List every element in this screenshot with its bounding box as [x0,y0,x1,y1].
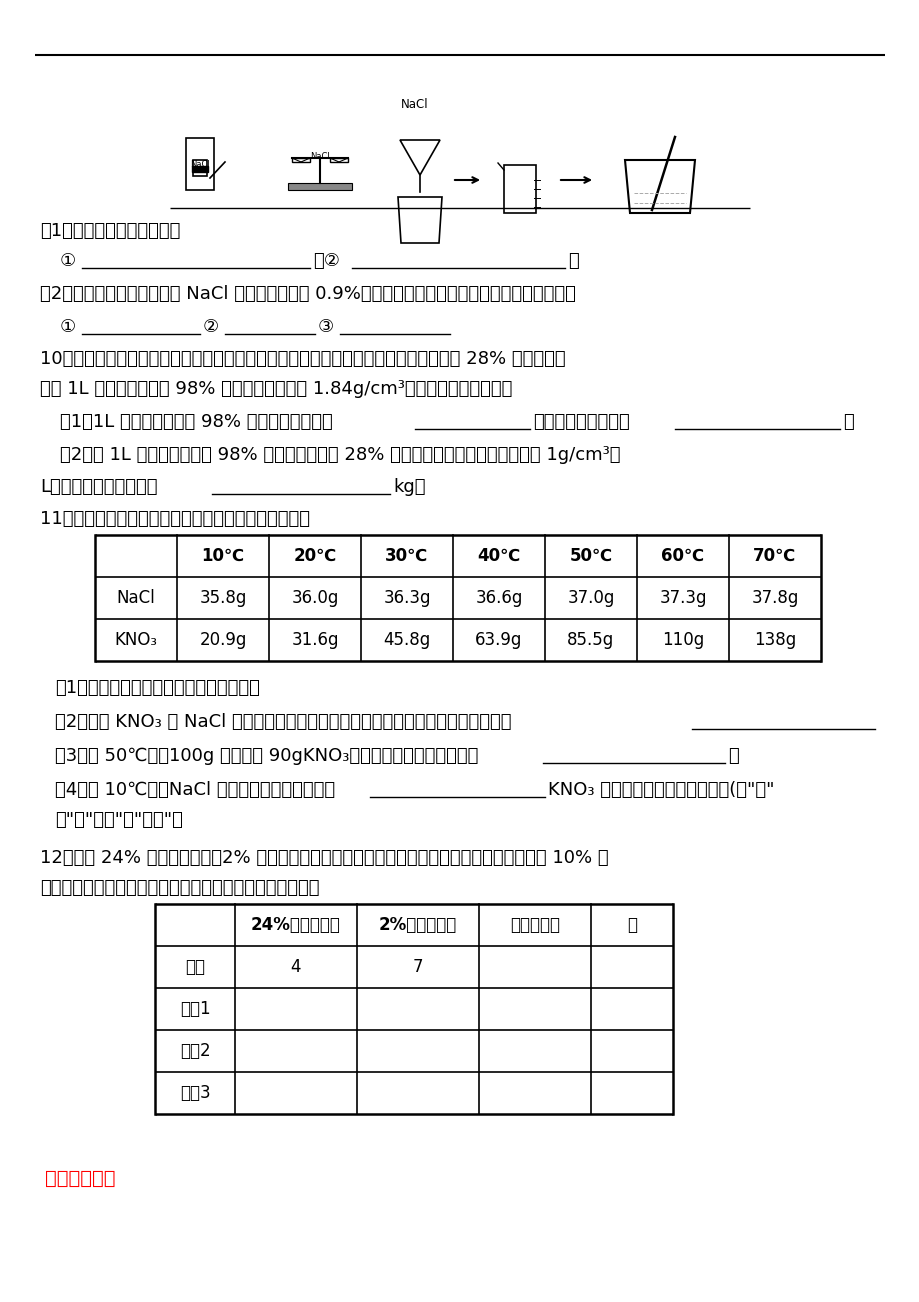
Text: 12、现有 24% 的硝酸钾溶液、2% 的硝酸钾溶液、硝酸钾固体和水。请选用上述不同的物质配制 10% 的: 12、现有 24% 的硝酸钾溶液、2% 的硝酸钾溶液、硝酸钾固体和水。请选用上述… [40,849,608,867]
Text: 于"、"等于"或"小于"）: 于"、"等于"或"小于"） [55,811,183,829]
Text: 37.0g: 37.0g [567,589,614,607]
Text: （1）1L 溶质质量分数为 98% 的浓硫酸的质量为: （1）1L 溶质质量分数为 98% 的浓硫酸的质量为 [60,413,333,431]
Text: 【参考答案】: 【参考答案】 [45,1169,116,1187]
Bar [504,165,536,214]
Text: ；②: ；② [312,253,339,270]
Text: 31.6g: 31.6g [291,631,338,648]
Text: 30℃: 30℃ [385,547,428,565]
Text: 37.8g: 37.8g [751,589,798,607]
Text: 63.9g: 63.9g [475,631,522,648]
Text: 10℃: 10℃ [201,547,244,565]
Text: 4: 4 [290,958,301,976]
Text: 20.9g: 20.9g [199,631,246,648]
Text: KNO₃: KNO₃ [114,631,157,648]
Text: 50℃: 50℃ [569,547,612,565]
Text: （4）在 10℃时，NaCl 饱和溶液溶质的质量分数: （4）在 10℃时，NaCl 饱和溶液溶质的质量分数 [55,781,335,799]
Text: 示例: 示例 [185,958,205,976]
Text: 20℃: 20℃ [293,547,336,565]
Text: 36.3g: 36.3g [383,589,430,607]
Text: kg。: kg。 [392,478,425,496]
Text: 方案1: 方案1 [179,1000,210,1018]
Text: 现用 1L 溶质质量分数为 98% 的浓硫酸（密度为 1.84g/cm³）配制该稀硫酸。问：: 现用 1L 溶质质量分数为 98% 的浓硫酸（密度为 1.84g/cm³）配制该… [40,380,512,398]
Text: 40℃: 40℃ [477,547,520,565]
Text: 硝酸钾溶液，将用量的最简整数比填入下表中相应的位置。: 硝酸钾溶液，将用量的最简整数比填入下表中相应的位置。 [40,879,319,897]
Text: （3）在 50℃时，100g 水中加入 90gKNO₃，充分搅拌所得溶液质量为: （3）在 50℃时，100g 水中加入 90gKNO₃，充分搅拌所得溶液质量为 [55,747,478,766]
Text: ③: ③ [318,318,334,336]
Text: （1）通过分析上表数据，你有哪些发现？: （1）通过分析上表数据，你有哪些发现？ [55,680,259,697]
Bar [288,184,352,190]
Text: 。: 。 [567,253,578,270]
Text: 35.8g: 35.8g [199,589,246,607]
Text: 36.6g: 36.6g [475,589,522,607]
Text: NaCl: NaCl [117,589,155,607]
Text: KNO₃ 饱和溶液溶质的质量分数。(填"大": KNO₃ 饱和溶液溶质的质量分数。(填"大" [548,781,774,799]
Text: （1）请找出上图中的错误：: （1）请找出上图中的错误： [40,223,180,240]
Text: ②: ② [203,318,219,336]
Text: 24%硝酸钾溶液: 24%硝酸钾溶液 [251,917,341,934]
Text: 2%硝酸钾溶液: 2%硝酸钾溶液 [379,917,457,934]
Text: 方案2: 方案2 [179,1042,210,1060]
Text: 10、汽车、电机车一般要使用铅酸蓄电池。某铅酸蓄电池用的酸溶液是溶质质量分数为 28% 的稀硫酸，: 10、汽车、电机车一般要使用铅酸蓄电池。某铅酸蓄电池用的酸溶液是溶质质量分数为 … [40,350,565,368]
Bar [330,158,347,161]
Bar [192,165,208,172]
Text: （2）写出 KNO₃ 和 NaCl 具有相同溶解度时的温度范围（限表中相邻两个温度之间）: （2）写出 KNO₃ 和 NaCl 具有相同溶解度时的温度范围（限表中相邻两个温… [55,713,511,730]
Text: NaCl: NaCl [401,98,428,111]
Text: 138g: 138g [753,631,795,648]
Text: 110g: 110g [661,631,703,648]
Text: NaCl: NaCl [190,160,210,169]
Text: （2）将 1L 溶质质量分数为 98% 的浓硫酸配制成 28% 的稀硫酸，需要蒸馏水（密度为 1g/cm³）: （2）将 1L 溶质质量分数为 98% 的浓硫酸配制成 28% 的稀硫酸，需要蒸… [60,447,619,464]
Text: 。: 。 [842,413,853,431]
Text: ，其中溶质的质量为: ，其中溶质的质量为 [532,413,630,431]
Text: 85.5g: 85.5g [567,631,614,648]
Text: ①: ① [60,318,76,336]
Text: （2）如果配制的生理盐水中 NaCl 的质量分数小于 0.9%，则可能造成误差的原因有（至少举出三点）: （2）如果配制的生理盐水中 NaCl 的质量分数小于 0.9%，则可能造成误差的… [40,285,575,303]
Text: 11、根据氯化钠和硝酸钾的溶解度表，回答下列问题：: 11、根据氯化钠和硝酸钾的溶解度表，回答下列问题： [40,510,310,529]
Bar [186,138,214,190]
Text: NaCl: NaCl [310,152,330,161]
Text: 硝酸钾固体: 硝酸钾固体 [509,917,560,934]
Text: ①: ① [60,253,76,270]
Text: 方案3: 方案3 [179,1085,210,1101]
Text: 7: 7 [413,958,423,976]
Text: 水: 水 [627,917,636,934]
Text: 37.3g: 37.3g [659,589,706,607]
Text: 。: 。 [727,747,738,766]
Text: 60℃: 60℃ [661,547,704,565]
Text: 70℃: 70℃ [753,547,796,565]
Text: L，配得稀硫酸的质量为: L，配得稀硫酸的质量为 [40,478,157,496]
Text: 36.0g: 36.0g [291,589,338,607]
Text: 45.8g: 45.8g [383,631,430,648]
Bar [291,158,310,161]
Bar [193,160,207,176]
